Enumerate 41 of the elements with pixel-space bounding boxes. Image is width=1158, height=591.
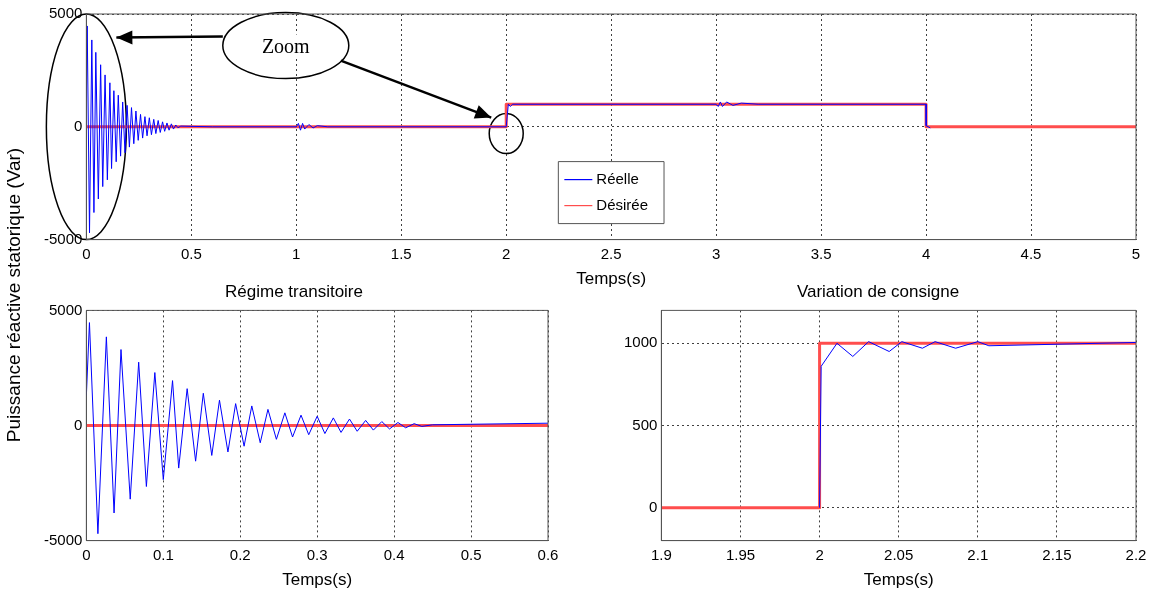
x-tick-label: 0.6 xyxy=(537,545,559,563)
x-tick-label: 0.4 xyxy=(383,545,405,563)
x-tick-label: 2.15 xyxy=(1042,545,1072,563)
y-tick-label: 0 xyxy=(74,116,83,134)
annotation: Zoom xyxy=(257,34,314,58)
x-tick-label: 2 xyxy=(815,545,824,563)
x-tick-label: 3.5 xyxy=(810,244,832,262)
y-tick-label: 5000 xyxy=(48,300,83,318)
legend-label: Réelle xyxy=(596,169,639,187)
x-tick-label: 1.5 xyxy=(390,244,412,262)
x-axis-title: Temps(s) xyxy=(863,570,934,590)
y-tick-label: 500 xyxy=(632,415,658,433)
x-tick-label: 0.5 xyxy=(180,244,202,262)
x-tick-label: 2.1 xyxy=(967,545,989,563)
y-tick-label: -5000 xyxy=(43,229,83,247)
x-tick-label: 2.05 xyxy=(884,545,914,563)
y-tick-label: 1000 xyxy=(623,333,658,351)
x-tick-label: 4.5 xyxy=(1020,244,1042,262)
x-tick-label: 0.5 xyxy=(460,545,482,563)
x-tick-label: 1.9 xyxy=(650,545,672,563)
x-tick-label: 2.5 xyxy=(600,244,622,262)
y-tick-label: 0 xyxy=(649,497,658,515)
legend-label: Désirée xyxy=(596,195,649,213)
x-tick-label: 5 xyxy=(1131,244,1141,262)
x-tick-label: 3 xyxy=(711,244,721,262)
chart-title: Variation de consigne xyxy=(796,281,960,301)
x-tick-label: 0.1 xyxy=(152,545,174,563)
chart-title: Régime transitoire xyxy=(225,281,363,301)
y-axis-title: Puissance réactive statorique (Var) xyxy=(3,147,26,443)
y-tick-label: 0 xyxy=(74,415,83,433)
x-axis-title: Temps(s) xyxy=(576,269,647,289)
x-tick-label: 2 xyxy=(502,244,511,262)
x-tick-label: 0.3 xyxy=(306,545,328,563)
x-tick-label: 0.2 xyxy=(229,545,251,563)
y-tick-label: 5000 xyxy=(48,4,83,22)
x-tick-label: 4 xyxy=(921,244,931,262)
y-tick-label: -5000 xyxy=(43,530,83,548)
x-axis-title: Temps(s) xyxy=(282,570,353,590)
x-tick-label: 1 xyxy=(292,244,301,262)
x-tick-label: 2.2 xyxy=(1125,545,1147,563)
x-tick-label: 1.95 xyxy=(725,545,756,563)
